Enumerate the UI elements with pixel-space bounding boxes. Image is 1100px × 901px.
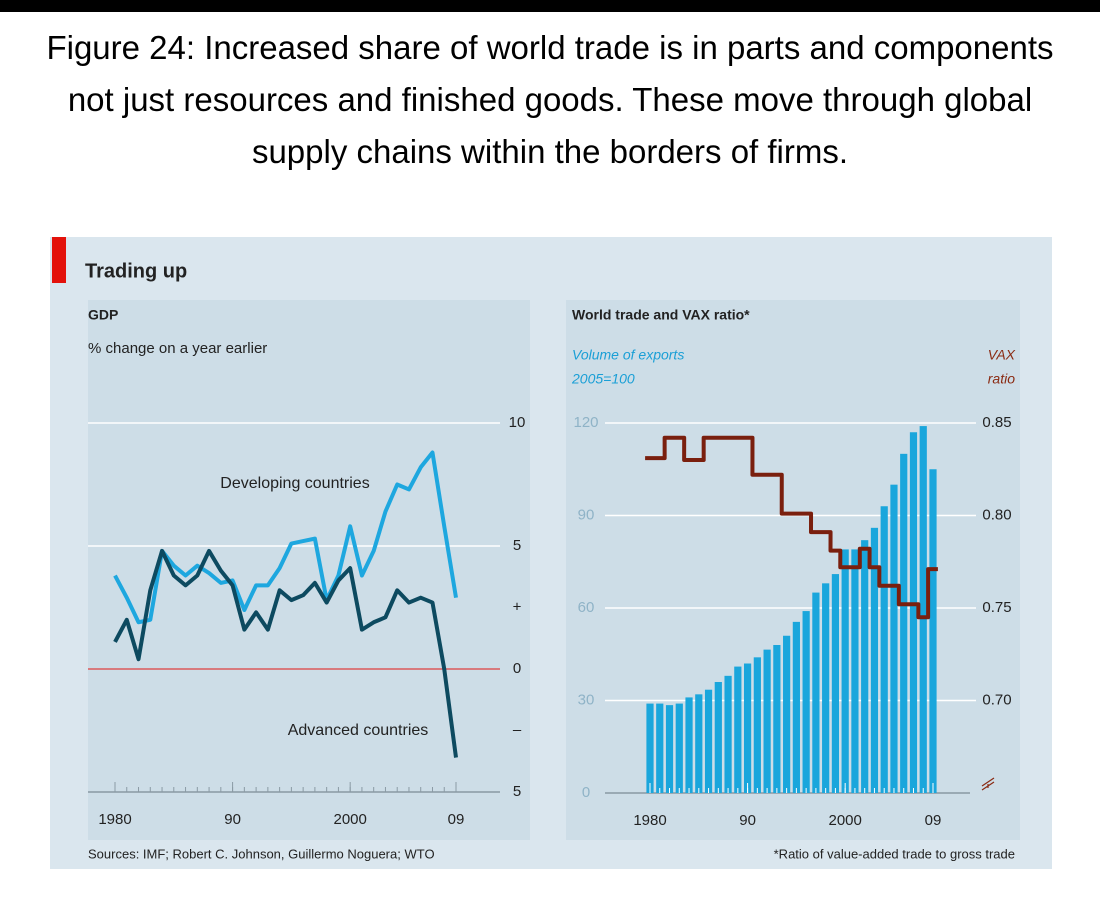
bar [646, 703, 654, 793]
x-tick-label: 1980 [633, 812, 666, 829]
bar [870, 527, 879, 793]
bar [734, 666, 742, 793]
y2-axis-label: ratio [988, 371, 1015, 387]
bar [714, 682, 722, 793]
bar [792, 621, 800, 793]
chart-title: GDP [88, 307, 118, 323]
chart-subtitle: % change on a year earlier [88, 340, 267, 357]
y-axis-label: 2005=100 [571, 371, 635, 387]
y-tick-label: 0 [513, 660, 521, 677]
footnote: *Ratio of value-added trade to gross tra… [774, 846, 1015, 861]
bar [929, 469, 937, 793]
bar [724, 675, 732, 793]
panel-title: Trading up [85, 260, 187, 282]
series-line [645, 435, 938, 620]
y-tick-label: 10 [509, 414, 526, 431]
bar [909, 432, 918, 793]
series-label: Developing countries [220, 475, 369, 492]
y-tick-label: + [513, 598, 522, 615]
y-tick-label: 90 [578, 506, 595, 523]
y-tick-label: 120 [573, 414, 598, 431]
y-tick-label: 30 [578, 691, 595, 708]
chart-title: World trade and VAX ratio* [572, 307, 750, 323]
bar [763, 649, 771, 793]
y-tick-label: 60 [578, 599, 595, 616]
y2-tick-label: 0.70 [982, 691, 1011, 708]
bar [773, 645, 781, 793]
bar [851, 549, 859, 793]
bar [695, 694, 703, 793]
bar [812, 592, 820, 793]
x-tick-label: 2000 [333, 811, 366, 828]
bar [841, 549, 849, 793]
bar [861, 540, 869, 793]
bar [743, 663, 752, 793]
bar [685, 697, 693, 793]
x-tick-label: 09 [448, 811, 465, 828]
sources: Sources: IMF; Robert C. Johnson, Guiller… [88, 846, 435, 861]
x-tick-label: 09 [925, 812, 942, 829]
figure-title: Figure 24: Increased share of world trad… [46, 29, 1054, 170]
x-tick-label: 90 [224, 811, 241, 828]
y2-tick-label: 0.80 [982, 506, 1011, 523]
bar [831, 574, 840, 793]
y2-axis-label: VAX [988, 347, 1016, 363]
bar [675, 703, 683, 793]
y2-tick-label: 0.85 [982, 414, 1011, 431]
axis-break [981, 777, 995, 791]
y-tick-label: – [513, 721, 522, 738]
bar [704, 689, 713, 793]
y-axis-label: Volume of exports [572, 347, 684, 363]
bar [783, 635, 791, 793]
x-tick-label: 1980 [98, 811, 131, 828]
y-tick-label: 5 [513, 783, 521, 800]
bar [802, 611, 810, 793]
bar [753, 657, 761, 793]
bar [880, 506, 888, 793]
x-tick-label: 90 [739, 812, 756, 829]
bar [919, 426, 927, 793]
bar [890, 484, 898, 793]
series-line [113, 548, 458, 758]
series-line [113, 450, 458, 625]
series-label: Advanced countries [288, 722, 429, 739]
red-flag [52, 237, 66, 283]
y-tick-label: 5 [513, 537, 521, 554]
bar [665, 705, 674, 793]
y2-tick-label: 0.75 [982, 599, 1011, 616]
bar [656, 703, 664, 793]
x-tick-label: 2000 [828, 812, 861, 829]
bar [900, 453, 908, 793]
y-tick-label: 0 [582, 784, 590, 801]
bar [822, 583, 830, 793]
top-bar [0, 0, 1100, 12]
